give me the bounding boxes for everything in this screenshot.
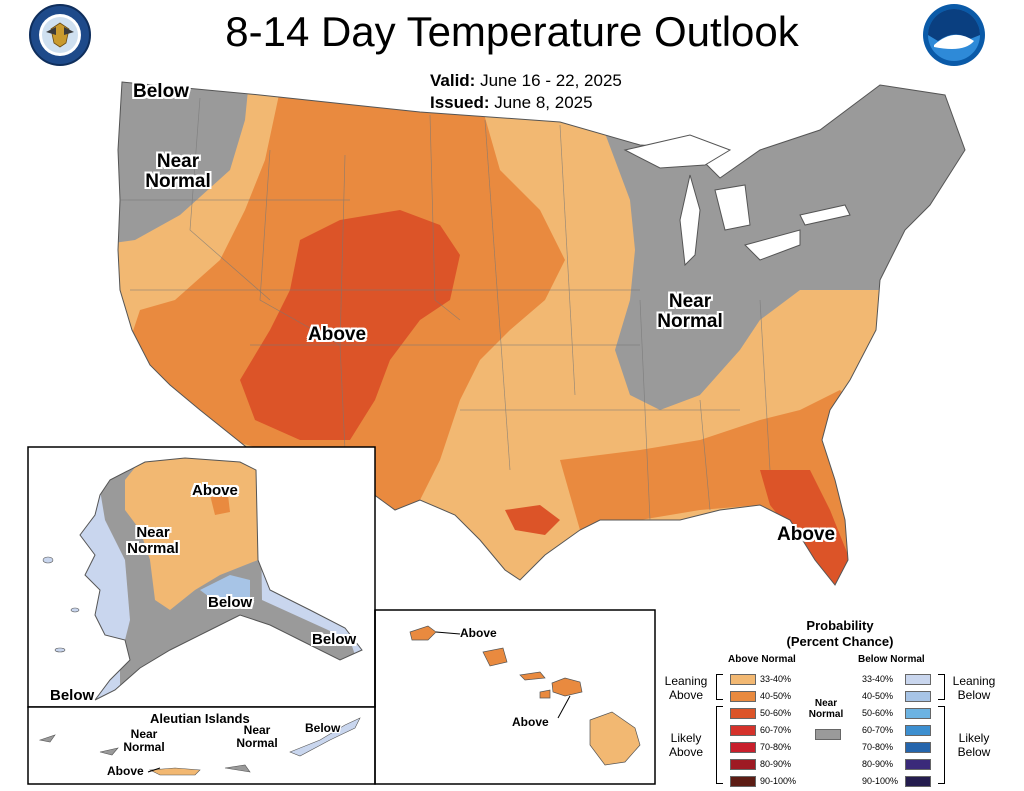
legend-above-label-1: 40-50% — [760, 691, 792, 701]
commerce-seal — [29, 4, 91, 66]
legend-above-swatch-6 — [730, 776, 756, 787]
legend-likely-above: Likely Above — [668, 731, 704, 759]
label-near-normal-aleutian-2: Near Normal — [236, 723, 278, 750]
legend-above-swatch-4 — [730, 742, 756, 753]
legend-below-label-4: 70-80% — [862, 742, 894, 752]
label-below-alaska-south: Below — [208, 594, 253, 611]
great-lakes — [623, 134, 851, 267]
legend-below-swatch-6 — [905, 776, 931, 787]
hawaii-islands — [409, 625, 641, 766]
legend-below-header: Below Normal — [858, 654, 925, 665]
legend-below-swatch-2 — [905, 708, 931, 719]
legend-brace-likely-below — [938, 706, 945, 784]
legend-below-label-6: 90-100% — [862, 776, 899, 786]
label-near-normal-aleutian-1: Near Normal — [123, 727, 165, 754]
label-above-southwest: Above — [308, 324, 367, 345]
noaa-logo — [923, 4, 985, 66]
aleutian-title: Aleutian Islands — [150, 711, 250, 726]
legend-above-label-6: 90-100% — [760, 776, 797, 786]
legend-above-label-2: 50-60% — [760, 708, 792, 718]
label-below-alaska-panhandle: Below — [312, 631, 357, 648]
legend-above-label-4: 70-80% — [760, 742, 792, 752]
legend-below-swatch-0 — [905, 674, 931, 685]
legend-below-label-2: 50-60% — [862, 708, 894, 718]
label-near-normal-ohio-valley: Near Normal — [657, 291, 723, 332]
legend-below-swatch-1 — [905, 691, 931, 702]
legend-below-label-1: 40-50% — [862, 691, 894, 701]
label-below-nw: Below — [133, 81, 189, 102]
legend-above-swatch-3 — [730, 725, 756, 736]
legend-brace-likely-above — [716, 706, 723, 784]
legend-leaning-above: Leaning Above — [664, 674, 708, 702]
label-above-alaska: Above — [192, 482, 238, 499]
label-below-aleutian: Below — [305, 721, 341, 735]
legend-brace-leaning-below — [938, 674, 945, 700]
legend-below-swatch-5 — [905, 759, 931, 770]
label-near-normal-alaska: Near Normal — [127, 524, 179, 557]
label-above-hawaii-1: Above — [460, 626, 497, 640]
legend-below-swatch-3 — [905, 725, 931, 736]
label-near-normal-nw: Near Normal — [145, 151, 211, 192]
legend-above-swatch-5 — [730, 759, 756, 770]
legend-near-normal-label: Near Normal — [808, 698, 844, 720]
legend-above-header: Above Normal — [728, 654, 796, 665]
legend-below-label-5: 80-90% — [862, 759, 894, 769]
legend-above-swatch-1 — [730, 691, 756, 702]
legend-above-swatch-2 — [730, 708, 756, 719]
map-title: 8-14 Day Temperature Outlook — [225, 8, 799, 55]
legend-above-label-5: 80-90% — [760, 759, 792, 769]
legend-below-label-3: 60-70% — [862, 725, 894, 735]
hawaii-inset-frame — [374, 609, 656, 785]
legend-leaning-below: Leaning Below — [952, 674, 996, 702]
legend-title: Probability (Percent Chance) — [786, 618, 894, 649]
legend-above-label-3: 60-70% — [760, 725, 792, 735]
legend-near-normal-swatch — [815, 729, 841, 740]
label-above-hawaii-2: Above — [512, 715, 549, 729]
legend-below-label-0: 33-40% — [862, 674, 894, 684]
label-above-aleutian: Above — [107, 764, 144, 778]
valid-dates: Valid: June 16 - 22, 2025 Issued: June 8… — [430, 71, 622, 112]
legend-below-swatch-4 — [905, 742, 931, 753]
label-above-florida: Above — [777, 524, 836, 545]
label-below-alaska-west: Below — [50, 687, 95, 704]
legend-above-label-0: 33-40% — [760, 674, 792, 684]
legend-likely-below: Likely Below — [957, 731, 991, 759]
legend-above-swatch-0 — [730, 674, 756, 685]
legend-brace-leaning-above — [716, 674, 723, 700]
